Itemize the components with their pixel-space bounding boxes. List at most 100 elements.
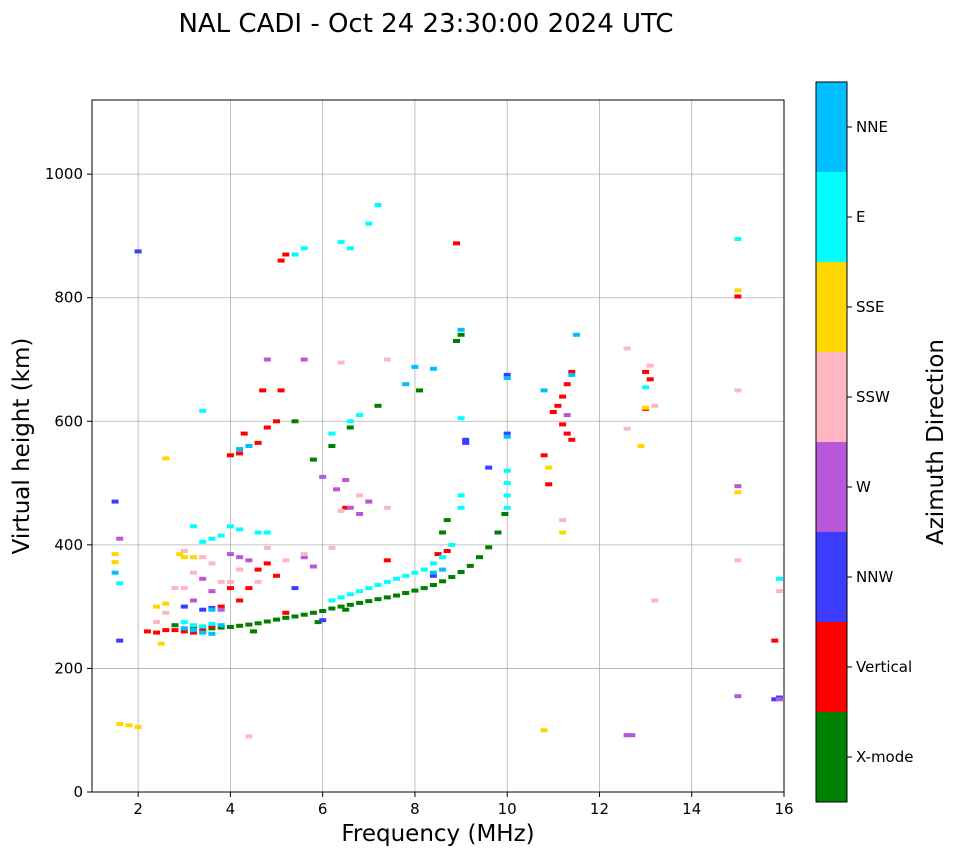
echo-w bbox=[217, 607, 225, 612]
colorbar-label-w: W bbox=[856, 478, 871, 496]
echo-sse bbox=[162, 456, 170, 461]
echo-e bbox=[365, 586, 373, 591]
echo-nne bbox=[199, 630, 207, 635]
echo-vertical bbox=[171, 628, 179, 633]
echo-e bbox=[217, 533, 225, 538]
colorbar-label-nne: NNE bbox=[856, 118, 888, 136]
echo-x-mode bbox=[448, 575, 456, 579]
echo-vertical bbox=[245, 586, 253, 591]
echo-w bbox=[116, 536, 124, 541]
echo-ssw bbox=[254, 579, 262, 584]
echo-vertical bbox=[282, 610, 290, 615]
colorbar-swatch-nnw bbox=[816, 532, 847, 622]
echo-x-mode bbox=[171, 623, 179, 628]
echo-vertical bbox=[642, 369, 650, 374]
x-axis-label: Frequency (MHz) bbox=[341, 821, 534, 847]
echo-e bbox=[199, 539, 207, 544]
echo-x-mode bbox=[309, 610, 317, 615]
x-tick-label: 8 bbox=[410, 800, 420, 818]
echo-x-mode bbox=[254, 621, 262, 626]
echo-sse bbox=[734, 288, 742, 293]
echo-e bbox=[356, 413, 364, 418]
echo-sse bbox=[734, 490, 742, 495]
echo-vertical bbox=[540, 453, 548, 458]
echo-x-mode bbox=[411, 588, 419, 593]
echo-x-mode bbox=[328, 444, 336, 448]
echo-x-mode bbox=[319, 609, 327, 613]
echo-nnw bbox=[180, 604, 188, 609]
echo-sse bbox=[559, 530, 567, 535]
echo-vertical bbox=[153, 630, 161, 635]
echo-nnw bbox=[771, 697, 779, 702]
echo-nne bbox=[411, 364, 419, 369]
echo-vertical bbox=[254, 567, 262, 572]
echo-ssw bbox=[328, 545, 336, 550]
echo-e bbox=[429, 561, 437, 566]
echo-nne bbox=[217, 623, 225, 628]
echo-nnw bbox=[503, 431, 511, 436]
colorbar-label-sse: SSE bbox=[856, 298, 885, 316]
x-tick-label: 4 bbox=[226, 800, 236, 818]
echo-sse bbox=[157, 641, 165, 646]
echo-vertical bbox=[545, 482, 553, 487]
echo-nne bbox=[503, 376, 511, 380]
echo-x-mode bbox=[393, 593, 400, 598]
echo-x-mode bbox=[226, 625, 234, 629]
echo-x-mode bbox=[457, 570, 465, 574]
echo-e bbox=[356, 589, 364, 594]
echo-x-mode bbox=[291, 614, 299, 619]
echo-sse bbox=[176, 552, 184, 557]
echo-w bbox=[199, 576, 207, 581]
echo-w bbox=[208, 589, 216, 594]
echo-nne bbox=[503, 434, 511, 439]
colorbar-swatch-e bbox=[816, 172, 847, 262]
echo-nne bbox=[568, 372, 576, 377]
echo-x-mode bbox=[365, 599, 373, 604]
colorbar-label-x-mode: X-mode bbox=[856, 748, 913, 766]
echo-e bbox=[337, 240, 345, 245]
echo-ssw bbox=[623, 426, 631, 431]
echo-sse bbox=[180, 555, 188, 560]
echo-sse bbox=[116, 722, 124, 726]
echo-e bbox=[383, 579, 391, 584]
echo-vertical bbox=[549, 410, 557, 414]
y-tick-label: 800 bbox=[54, 289, 83, 307]
y-tick-label: 400 bbox=[54, 536, 83, 554]
echo-ssw bbox=[153, 620, 161, 625]
echo-vertical bbox=[282, 252, 290, 257]
echo-sse bbox=[540, 728, 548, 733]
echo-e bbox=[337, 595, 345, 600]
echo-ssw bbox=[559, 518, 567, 523]
echo-vertical bbox=[568, 437, 576, 442]
echo-vertical bbox=[240, 431, 248, 436]
echo-w bbox=[245, 558, 253, 563]
echo-x-mode bbox=[494, 530, 502, 535]
echo-ssw bbox=[162, 610, 170, 615]
echo-e bbox=[291, 252, 299, 257]
echo-vertical bbox=[559, 422, 567, 427]
colorbar-swatch-nne bbox=[816, 82, 847, 172]
echo-vertical bbox=[277, 258, 285, 263]
echo-e bbox=[503, 505, 511, 510]
echo-vertical bbox=[226, 586, 234, 591]
echo-nnw bbox=[503, 372, 511, 377]
colorbar-swatch-x-mode bbox=[816, 712, 847, 802]
plot-frame bbox=[91, 99, 785, 793]
echo-e bbox=[116, 581, 124, 586]
echo-ssw bbox=[337, 508, 345, 513]
x-tick-label: 2 bbox=[133, 800, 143, 818]
grid-lines bbox=[92, 100, 784, 792]
echo-e bbox=[393, 576, 400, 581]
echo-e bbox=[180, 620, 188, 625]
echo-vertical bbox=[434, 552, 442, 557]
echo-e bbox=[402, 573, 410, 578]
echo-x-mode bbox=[356, 600, 364, 605]
echo-vertical bbox=[236, 598, 244, 603]
y-tick-label: 200 bbox=[54, 659, 83, 677]
echo-e bbox=[236, 527, 244, 532]
echo-x-mode bbox=[309, 457, 317, 462]
echo-ssw bbox=[651, 598, 659, 603]
echo-ssw bbox=[775, 589, 783, 594]
